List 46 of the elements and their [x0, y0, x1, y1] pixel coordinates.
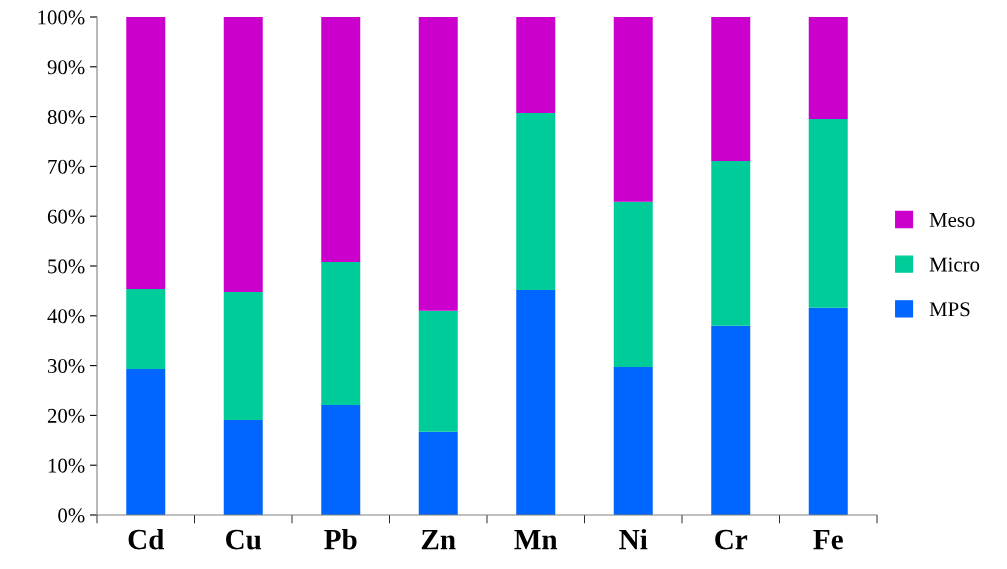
bar — [516, 17, 556, 114]
bar — [808, 119, 848, 308]
bar — [711, 160, 751, 326]
bar — [613, 201, 653, 368]
y-tick-label: 80% — [47, 109, 85, 125]
y-tick-label: 20% — [47, 408, 85, 423]
legend-label: Meso — [929, 213, 975, 227]
y-tick-label: 90% — [47, 60, 85, 75]
legend-label: Micro — [929, 257, 980, 272]
x-tick-label: Cu — [226, 529, 262, 550]
bar — [808, 17, 848, 120]
bar — [126, 17, 166, 289]
bar — [516, 289, 556, 515]
y-tick-label: 50% — [48, 259, 85, 274]
bar — [418, 310, 458, 432]
bar — [223, 17, 263, 292]
x-tick-label: Zn — [421, 530, 456, 550]
bar — [808, 307, 848, 515]
bar — [223, 419, 263, 515]
bar — [711, 325, 751, 515]
bar — [418, 17, 458, 311]
bar — [126, 288, 166, 370]
bar — [223, 291, 263, 420]
y-tick-label: 10% — [48, 458, 85, 473]
y-tick-label: 0% — [58, 508, 85, 523]
y-tick-label: 70% — [48, 159, 85, 174]
x-tick-label: Fe — [813, 530, 843, 550]
y-tick-label: 60% — [47, 209, 85, 224]
bar — [613, 17, 653, 202]
x-tick-label: Cr — [715, 529, 748, 550]
bar — [321, 17, 361, 263]
bar — [126, 369, 166, 515]
bar — [321, 262, 361, 405]
y-tick-label: 100% — [38, 10, 85, 25]
y-tick-label: 40% — [47, 309, 85, 324]
x-tick-label: Pb — [324, 528, 357, 550]
bar — [711, 17, 751, 161]
x-tick-label: Mn — [514, 530, 558, 550]
bar — [516, 113, 556, 290]
bar — [613, 367, 653, 515]
y-tick-label: 30% — [48, 358, 85, 374]
x-tick-label: Ni — [619, 528, 648, 550]
x-tick-label: Cd — [128, 528, 165, 550]
bar — [418, 431, 458, 515]
bar — [321, 404, 361, 515]
legend-label: MPS — [929, 302, 970, 317]
